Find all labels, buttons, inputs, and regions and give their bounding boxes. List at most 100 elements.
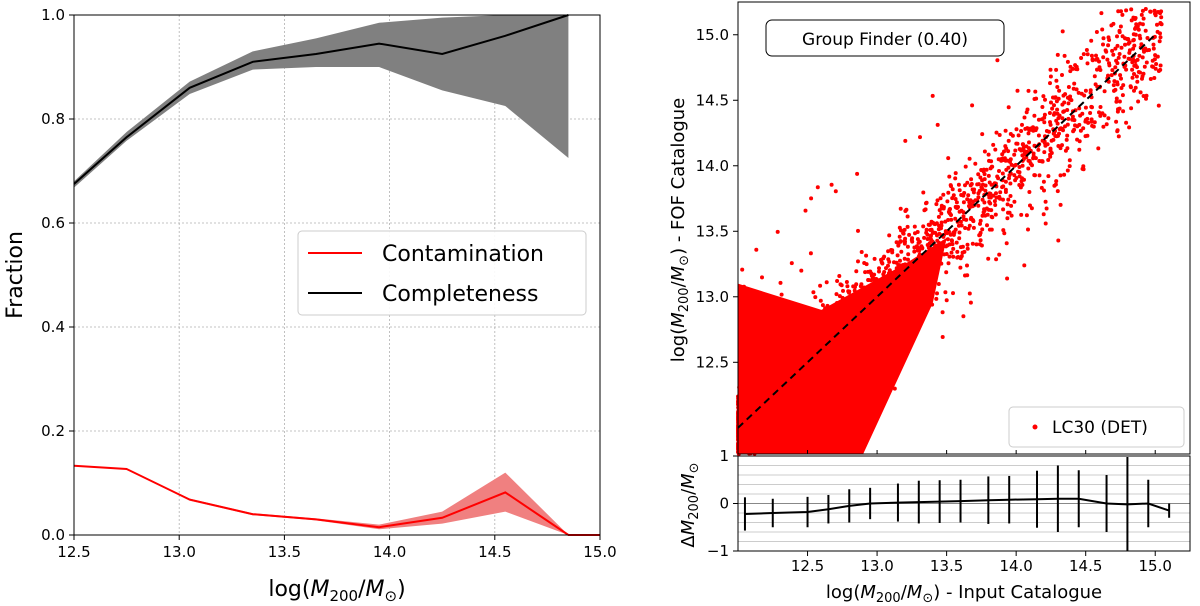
scatter-point xyxy=(762,438,767,443)
scatter-point xyxy=(1150,58,1155,63)
scatter-point xyxy=(1071,86,1076,91)
scatter-point xyxy=(894,240,899,245)
scatter-point xyxy=(987,180,992,185)
scatter-point xyxy=(809,196,814,201)
scatter-point xyxy=(822,336,827,341)
scatter-point xyxy=(991,142,996,147)
scatter-point xyxy=(897,290,902,295)
scatter-point xyxy=(753,397,758,402)
scatter-point xyxy=(1139,42,1144,47)
scatter-point xyxy=(1131,57,1136,62)
scatter-point xyxy=(976,172,981,177)
scatter-point xyxy=(810,371,814,376)
scatter-point xyxy=(753,369,758,374)
right-bottom-xtick-label: 13.0 xyxy=(860,557,893,575)
scatter-point xyxy=(832,306,837,311)
scatter-point xyxy=(746,437,751,442)
scatter-point xyxy=(945,231,950,236)
scatter-point xyxy=(924,256,929,261)
scatter-point xyxy=(825,380,830,385)
scatter-point xyxy=(1016,133,1021,138)
scatter-point xyxy=(1158,21,1163,26)
scatter-point xyxy=(862,261,867,265)
scatter-point xyxy=(874,277,878,281)
scatter-point xyxy=(1004,241,1009,246)
scatter-point xyxy=(1073,123,1077,128)
scatter-point xyxy=(831,321,836,326)
scatter-point xyxy=(814,311,819,316)
scatter-point xyxy=(1012,173,1017,178)
scatter-point xyxy=(908,274,912,279)
scatter-point xyxy=(1027,190,1032,194)
scatter-point xyxy=(956,182,961,187)
scatter-point xyxy=(761,425,766,430)
scatter-point xyxy=(1063,92,1068,97)
scatter-point xyxy=(1082,93,1087,98)
scatter-point xyxy=(798,319,803,324)
scatter-point xyxy=(948,207,952,211)
scatter-point xyxy=(808,382,813,387)
scatter-point xyxy=(843,320,848,325)
scatter-point xyxy=(903,282,908,287)
scatter-point xyxy=(1100,27,1105,32)
scatter-point xyxy=(978,218,983,223)
scatter-point xyxy=(868,347,873,352)
scatter-point xyxy=(754,247,759,252)
scatter-point xyxy=(887,325,892,330)
scatter-point xyxy=(739,390,744,395)
scatter-point xyxy=(890,278,895,283)
scatter-point xyxy=(1020,142,1025,147)
scatter-point xyxy=(1130,67,1135,72)
scatter-point xyxy=(755,389,759,394)
scatter-point xyxy=(899,249,904,254)
scatter-point xyxy=(912,275,917,280)
scatter-point xyxy=(807,330,812,335)
scatter-point xyxy=(766,415,771,420)
scatter-point xyxy=(857,314,861,319)
scatter-point xyxy=(800,322,805,327)
scatter-point xyxy=(884,266,888,271)
scatter-point xyxy=(900,272,905,277)
scatter-point xyxy=(865,320,870,325)
scatter-point xyxy=(1051,137,1056,142)
scatter-point xyxy=(985,223,989,228)
scatter-point xyxy=(953,204,958,209)
scatter-point xyxy=(958,245,963,250)
scatter-point xyxy=(994,130,999,135)
scatter-point xyxy=(1116,55,1121,60)
scatter-point xyxy=(954,240,959,245)
left-xlabel: log(M200/M⊙) xyxy=(268,577,405,605)
scatter-point xyxy=(875,305,879,310)
scatter-point xyxy=(760,379,765,384)
scatter-point xyxy=(856,259,860,264)
scatter-point xyxy=(822,348,827,353)
scatter-point xyxy=(1119,9,1123,14)
scatter-point xyxy=(1101,124,1106,129)
scatter-point xyxy=(1158,35,1163,40)
scatter-point xyxy=(943,219,948,224)
scatter-point xyxy=(743,447,748,451)
scatter-point xyxy=(850,332,855,337)
scatter-point xyxy=(1043,199,1048,204)
scatter-point xyxy=(814,372,819,377)
scatter-point xyxy=(976,195,981,200)
scatter-point xyxy=(969,177,974,182)
scatter-point xyxy=(832,369,837,374)
scatter-point xyxy=(750,423,755,428)
scatter-point xyxy=(894,266,899,271)
scatter-point xyxy=(1046,158,1051,162)
scatter-point xyxy=(747,408,752,413)
scatter-point xyxy=(898,239,903,244)
scatter-point xyxy=(799,374,804,379)
scatter-point xyxy=(1047,111,1052,115)
scatter-point xyxy=(835,317,840,321)
scatter-point xyxy=(932,252,936,257)
scatter-point xyxy=(763,393,768,398)
scatter-point xyxy=(786,352,791,357)
scatter-point xyxy=(1051,112,1056,117)
scatter-point xyxy=(947,242,952,247)
scatter-point xyxy=(970,241,975,246)
scatter-point xyxy=(884,313,889,318)
scatter-point xyxy=(1067,164,1072,169)
scatter-point xyxy=(893,300,897,305)
